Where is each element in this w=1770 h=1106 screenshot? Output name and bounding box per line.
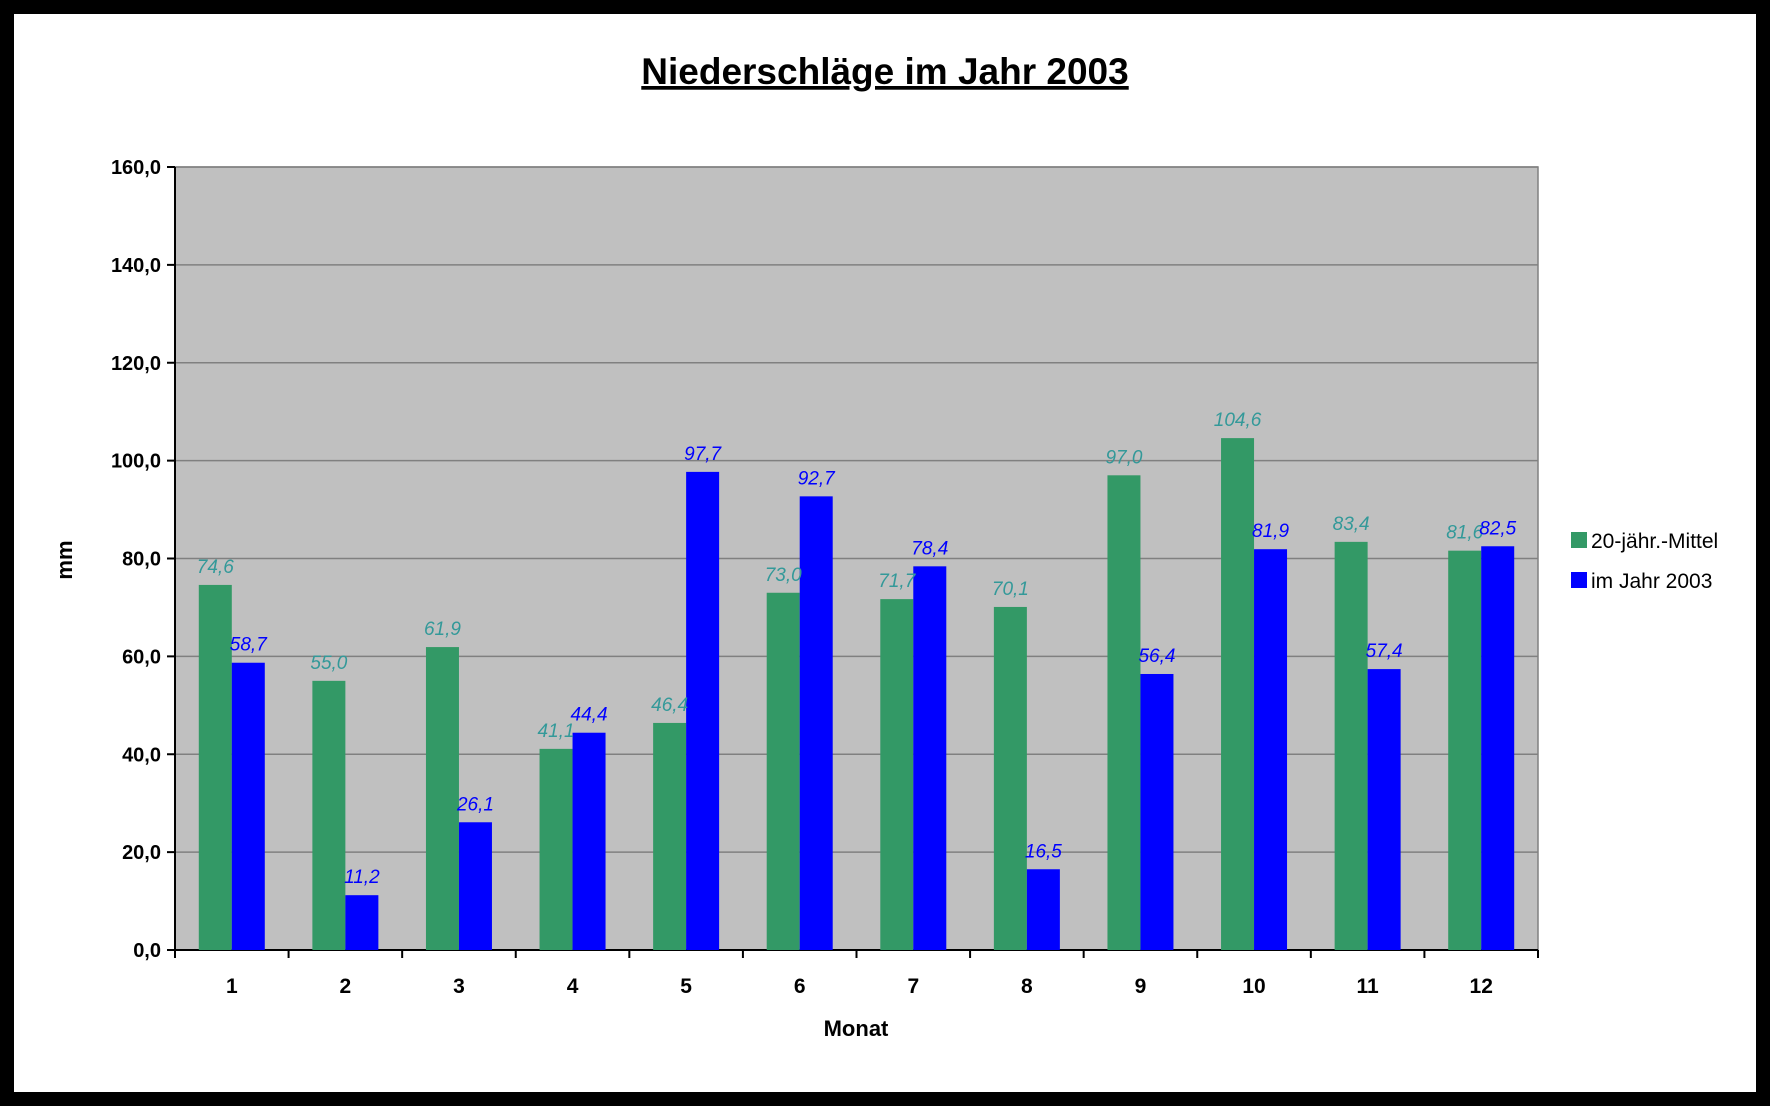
data-label: 61,9 <box>424 619 461 640</box>
data-label: 97,0 <box>1105 447 1142 468</box>
data-label: 26,1 <box>456 794 494 815</box>
data-label: 81,9 <box>1252 521 1289 542</box>
bar-mittel <box>653 722 687 950</box>
y-tick-label: 20,0 <box>122 842 161 864</box>
data-label: 73,0 <box>765 565 802 586</box>
bar-mittel <box>1334 541 1368 950</box>
plot-area: 0,0 20,0 40,0 60,0 80,0 100,0 120,0 140,0 160,0 1… <box>111 157 1539 998</box>
bar-2003 <box>799 496 833 950</box>
bar-2003 <box>1481 546 1515 950</box>
x-tick-label: 2 <box>340 975 352 998</box>
y-tick-label: 160,0 <box>111 157 161 179</box>
legend-label: 20-jähr.-Mittel <box>1591 530 1718 553</box>
x-axis-label: Monat <box>824 1016 889 1041</box>
y-tick-label: 80,0 <box>122 549 161 571</box>
legend: 20-jähr.-Mittel im Jahr 2003 <box>1571 530 1718 593</box>
y-axis-label: mm <box>52 540 77 579</box>
x-tick-label: 8 <box>1021 975 1033 998</box>
bar-mittel <box>539 748 573 950</box>
bar-mittel <box>1107 475 1141 950</box>
bar-2003 <box>231 662 265 950</box>
data-label: 11,2 <box>344 867 380 888</box>
x-tick-label: 11 <box>1357 975 1380 998</box>
bar-mittel <box>198 584 232 950</box>
y-tick-label: 60,0 <box>122 646 161 668</box>
bar-2003 <box>572 732 606 950</box>
y-tick-label: 0,0 <box>133 940 161 962</box>
data-label: 70,1 <box>992 579 1029 600</box>
bar-2003 <box>345 895 379 950</box>
chart-title: Niederschläge im Jahr 2003 <box>641 51 1128 92</box>
x-tick-label: 9 <box>1135 975 1147 998</box>
data-label: 56,4 <box>1138 646 1175 667</box>
bar-2003 <box>458 822 492 950</box>
x-tick-label: 5 <box>680 975 692 998</box>
bar-2003 <box>913 566 947 950</box>
legend-swatch <box>1571 532 1587 548</box>
data-label: 58,7 <box>230 635 268 656</box>
bar-2003 <box>686 471 720 950</box>
legend-label: im Jahr 2003 <box>1591 570 1712 593</box>
bar-2003 <box>1254 549 1288 950</box>
data-label: 55,0 <box>310 653 347 674</box>
data-label: 41,1 <box>538 721 575 742</box>
bar-mittel <box>880 599 914 950</box>
legend-swatch <box>1571 572 1587 588</box>
data-label: 97,7 <box>684 444 722 465</box>
y-tick-label: 100,0 <box>111 451 161 473</box>
y-tick-label: 120,0 <box>111 353 161 375</box>
data-label: 83,4 <box>1333 514 1370 535</box>
data-label: 57,4 <box>1366 641 1403 662</box>
x-tick-label: 3 <box>453 975 465 998</box>
bar-mittel <box>993 606 1027 950</box>
bar-mittel <box>766 592 800 950</box>
bar-2003 <box>1140 673 1174 950</box>
data-label: 71,7 <box>878 571 916 592</box>
data-label: 81,6 <box>1446 523 1483 544</box>
data-label: 104,6 <box>1214 410 1262 431</box>
x-tick-label: 7 <box>907 975 919 998</box>
data-label: 44,4 <box>571 705 608 726</box>
bar-mittel <box>1448 550 1482 950</box>
data-label: 78,4 <box>911 538 948 559</box>
bar-mittel <box>312 680 346 950</box>
x-tick-label: 4 <box>567 975 579 998</box>
data-label: 74,6 <box>197 557 234 578</box>
data-label: 92,7 <box>798 468 836 489</box>
bar-2003 <box>1367 669 1401 950</box>
bar-mittel <box>425 647 459 950</box>
x-tick-label: 6 <box>794 975 806 998</box>
data-label: 46,4 <box>651 695 688 716</box>
y-tick-label: 40,0 <box>122 744 161 766</box>
data-label: 82,5 <box>1479 518 1516 539</box>
x-tick-label: 10 <box>1242 975 1265 998</box>
x-tick-label: 12 <box>1470 975 1493 998</box>
bar-2003 <box>1026 869 1060 950</box>
y-tick-label: 140,0 <box>111 255 161 277</box>
data-label: 16,5 <box>1025 841 1062 862</box>
bar-mittel <box>1221 438 1255 950</box>
x-tick-label: 1 <box>226 975 238 998</box>
